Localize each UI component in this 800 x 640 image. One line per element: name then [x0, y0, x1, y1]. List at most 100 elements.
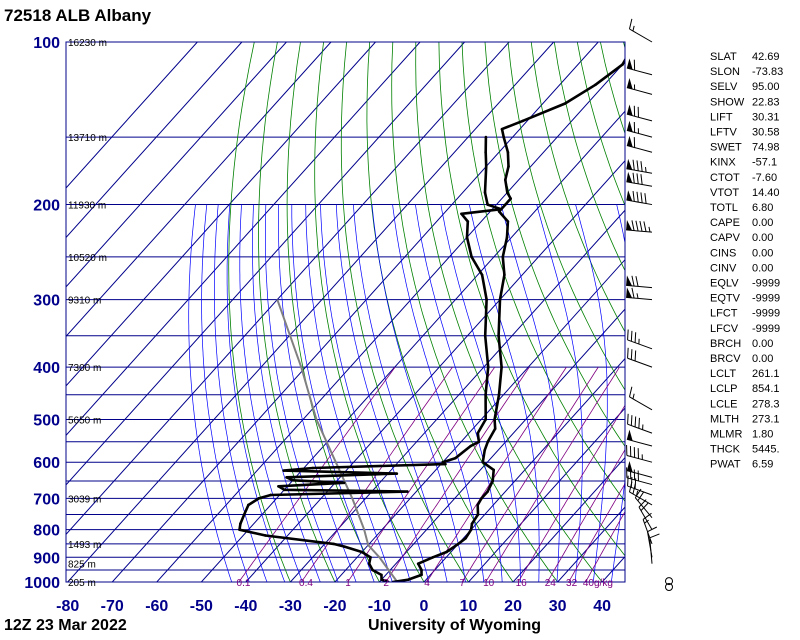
index-name: LCLE	[710, 398, 738, 410]
dewpoint-point	[360, 550, 364, 554]
isotherm-line	[66, 42, 510, 536]
index-value: 5445.	[752, 444, 780, 456]
moist-adiabat	[415, 204, 503, 582]
temperature-point	[506, 220, 510, 223]
temperature-point	[500, 127, 504, 131]
isotherm-line	[467, 407, 625, 582]
moist-adiabat	[335, 204, 430, 582]
index-value: 30.58	[752, 127, 780, 139]
wind-barb	[627, 413, 653, 434]
dewpoint-point	[441, 460, 445, 464]
temperature-point	[420, 568, 423, 572]
index-value: 22.83	[752, 96, 780, 108]
wind-barb-shaft	[626, 284, 653, 289]
wind-barb-flag	[635, 220, 639, 232]
dewpoint-point	[277, 485, 280, 488]
wind-barb-half-flag	[636, 293, 639, 299]
wind-barb-flag	[630, 330, 633, 342]
dewpoint-point	[367, 562, 371, 566]
dewpoint-point	[269, 493, 273, 497]
wind-barb-pennant	[626, 120, 633, 132]
temperature-point	[503, 273, 506, 277]
index-value: -9999	[752, 293, 780, 305]
dewpoint-point	[395, 472, 399, 475]
wind-barb-flag	[627, 475, 629, 487]
dewpoint-point	[484, 150, 487, 154]
index-value: 0.00	[752, 353, 773, 365]
index-value: 74.98	[752, 142, 780, 154]
dry-adiabat	[415, 42, 603, 582]
mixing-ratio-label: 1	[345, 578, 351, 589]
temperature-point	[476, 513, 480, 516]
temperature-point	[481, 460, 485, 464]
wind-barb-pennant	[626, 287, 633, 298]
wind-barb-half-flag	[644, 166, 647, 173]
temperature-point	[486, 440, 490, 444]
dry-adiabat	[507, 42, 625, 391]
index-value: -57.1	[752, 157, 777, 169]
index-name: CTOT	[710, 172, 740, 184]
dewpoint-point	[369, 555, 372, 559]
wind-barb	[626, 171, 653, 187]
dewpoint-point	[257, 497, 261, 500]
dewpoint-point	[444, 462, 447, 466]
height-label: 10520 m	[68, 253, 107, 264]
wind-barb-flag	[644, 193, 647, 204]
wind-barb-shaft	[638, 506, 653, 530]
wind-barb-flag	[632, 483, 636, 495]
dewpoint-point	[465, 236, 469, 239]
index-name: MLTH	[710, 413, 739, 425]
index-name: CINV	[710, 262, 737, 274]
wind-barb-flag	[631, 287, 635, 299]
dry-adiabat	[530, 42, 625, 333]
temperature-point	[497, 334, 500, 338]
temperature-tick-label: 40	[593, 598, 611, 615]
wind-barb	[626, 275, 653, 289]
wind-barb-shaft	[626, 229, 653, 233]
wind-barb-shaft	[629, 491, 653, 506]
mixing-ratio-line	[585, 510, 625, 582]
wind-barb-half-flag	[632, 25, 635, 32]
dewpoint-point	[486, 365, 490, 369]
index-name: SLAT	[710, 51, 737, 63]
dry-adiabat	[484, 42, 625, 447]
dry-adiabat	[228, 42, 291, 582]
wind-barb-flag	[639, 220, 643, 232]
isotherm-line	[66, 42, 421, 437]
index-name: MLMR	[710, 429, 742, 441]
wind-barb-flag	[635, 276, 639, 287]
temperature-point	[621, 63, 624, 66]
dewpoint-point	[242, 513, 246, 516]
temperature-point	[493, 418, 496, 421]
isotherm-line	[66, 42, 465, 486]
wind-barb	[626, 287, 653, 301]
wind-barb	[626, 77, 653, 95]
isotherm-line	[334, 258, 625, 582]
parcel-trace	[276, 299, 399, 582]
wind-barb-shaft	[626, 129, 653, 138]
index-value: 0.00	[752, 217, 773, 229]
wind-barb-half-flag	[648, 226, 651, 233]
index-value: -9999	[752, 323, 780, 335]
station-title: 72518 ALB Albany	[4, 6, 152, 25]
wind-barb-flag	[634, 478, 637, 489]
wind-barb	[628, 386, 653, 411]
index-value: 95.00	[752, 81, 780, 93]
calm-wind-circle	[665, 577, 673, 586]
wind-barb-flag	[632, 159, 635, 171]
pressure-tick-label: 400	[33, 360, 60, 377]
wind-barb-flag	[628, 386, 633, 397]
temperature-point	[476, 503, 480, 507]
wind-barb-flag	[638, 499, 647, 508]
temperature-point	[501, 255, 505, 259]
isotherm-line	[66, 42, 376, 387]
height-label: 11930 m	[68, 201, 106, 212]
wind-barb-flag	[647, 526, 658, 533]
dewpoint-point	[484, 418, 487, 421]
dewpoint-point	[332, 542, 335, 546]
wind-barb-half-flag	[632, 393, 635, 399]
pressure-tick-label: 500	[33, 412, 60, 429]
temperature-point	[507, 165, 510, 168]
index-name: LFCT	[710, 308, 738, 320]
